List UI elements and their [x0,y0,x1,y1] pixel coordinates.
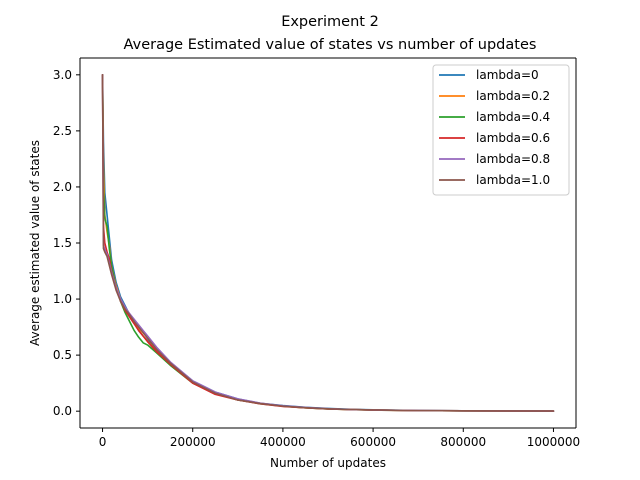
y-tick-label: 0.0 [53,404,72,418]
y-tick-label: 0.5 [53,348,72,362]
x-tick-label: 200000 [170,435,216,449]
legend-label-2: lambda=0.4 [476,110,550,124]
legend-label-5: lambda=1.0 [476,173,550,187]
x-tick-label: 1000000 [527,435,580,449]
x-axis-label: Number of updates [270,456,386,470]
y-tick-label: 2.0 [53,180,72,194]
legend-label-4: lambda=0.8 [476,152,550,166]
x-tick-label: 0 [99,435,107,449]
x-tick-label: 600000 [350,435,396,449]
chart-title: Experiment 2 [281,14,379,30]
y-tick-label: 3.0 [53,68,72,82]
legend-label-1: lambda=0.2 [476,89,550,103]
y-tick-label: 2.5 [53,124,72,138]
legend-box [432,64,570,196]
y-axis-label: Average estimated value of states [28,140,42,346]
y-ticks: 0.0 0.5 1.0 1.5 2.0 2.5 3.0 [53,68,80,418]
chart-subtitle: Average Estimated value of states vs num… [124,37,537,53]
x-tick-label: 400000 [260,435,306,449]
x-tick-label: 800000 [440,435,486,449]
legend-label-0: lambda=0 [476,68,539,82]
series-layer [101,74,555,412]
y-tick-label: 1.5 [53,236,72,250]
series-line-5 [101,74,555,412]
y-tick-label: 1.0 [53,292,72,306]
legend: lambda=0 lambda=0.2 lambda=0.4 lambda=0.6 la… [432,64,570,196]
legend-label-3: lambda=0.6 [476,131,550,145]
x-ticks: 0 200000 400000 600000 800000 1000000 [99,428,580,449]
